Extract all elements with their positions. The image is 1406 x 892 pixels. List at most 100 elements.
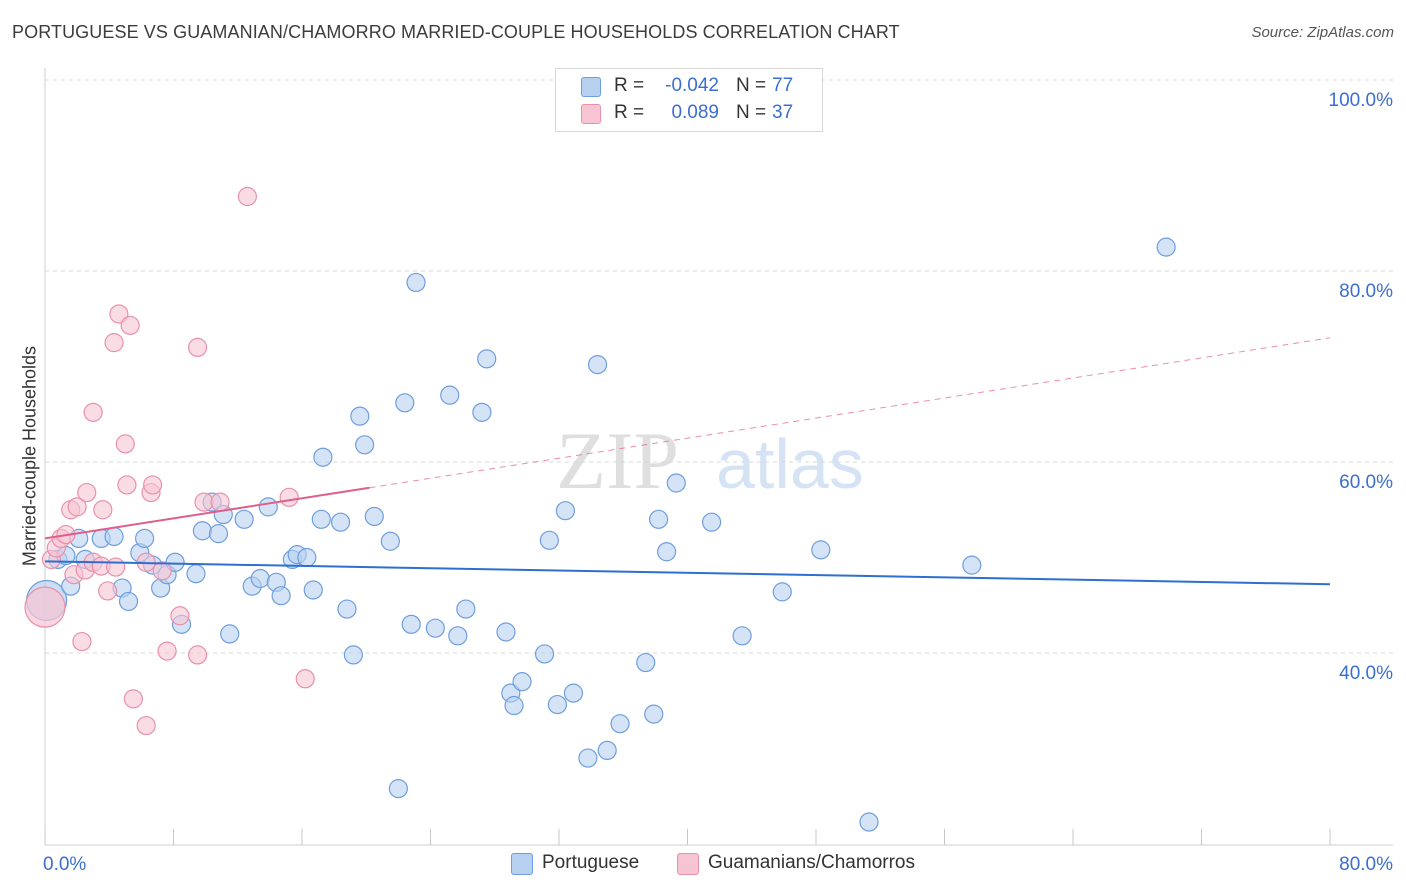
guamanian-point	[117, 475, 137, 495]
legend-r-label: R =	[614, 75, 645, 96]
portuguese-point	[448, 626, 468, 646]
portuguese-point	[271, 586, 291, 606]
guamanian-point	[143, 475, 163, 495]
portuguese-point	[104, 526, 124, 547]
guamanian-point	[83, 402, 103, 422]
portuguese-point	[401, 614, 421, 634]
guamanian-point	[72, 631, 92, 652]
portuguese-point	[496, 622, 516, 642]
portuguese-point	[355, 435, 375, 455]
portuguese-point	[597, 740, 617, 761]
portuguese-point	[192, 521, 213, 541]
trend-layer	[44, 337, 1331, 586]
portuguese-point	[303, 580, 323, 600]
bottom-legend-label-portuguese: Portuguese	[542, 852, 640, 873]
guamanian-point	[194, 492, 214, 512]
legend-r-value: -0.042	[665, 75, 719, 96]
guamanian-point	[123, 689, 143, 709]
legend-swatch-portuguese	[581, 77, 601, 97]
source-label: Source: ZipAtlas.com	[1251, 24, 1394, 41]
portuguese-point	[208, 524, 229, 544]
guamanian-point	[93, 500, 113, 520]
guamanian-point	[210, 492, 230, 512]
guamanian-point	[295, 669, 315, 689]
bottom-legend-swatch-portuguese	[511, 853, 533, 875]
portuguese-point	[297, 547, 317, 568]
guamanian-point	[98, 581, 118, 601]
guamanian-point	[136, 715, 156, 736]
guamanian-point	[187, 645, 208, 665]
portuguese-point	[456, 599, 476, 619]
legend-n-label: N =	[736, 102, 767, 123]
watermark: ZIP atlas	[556, 415, 864, 506]
portuguese-point	[547, 694, 567, 715]
guamanian-point	[120, 315, 140, 336]
portuguese-point	[477, 349, 497, 369]
portuguese-point	[504, 695, 524, 716]
x-tick-label: 80.0%	[1339, 854, 1393, 875]
portuguese-point	[732, 626, 752, 646]
portuguese-point	[555, 501, 576, 521]
portuguese-point	[250, 568, 270, 589]
portuguese-point	[258, 497, 278, 517]
portuguese-point	[534, 644, 555, 664]
portuguese-point	[440, 385, 460, 405]
portuguese-point	[587, 354, 608, 375]
guamanian-trend-line-dashed	[369, 337, 1331, 489]
legend-row-guamanians: R = 0.089 N = 37	[556, 101, 822, 127]
portuguese-trend-line	[44, 560, 1331, 586]
portuguese-point	[539, 530, 559, 550]
portuguese-point	[134, 528, 155, 549]
portuguese-point	[859, 812, 879, 832]
portuguese-point	[701, 512, 722, 532]
legend-n-value: 37	[772, 102, 794, 123]
guamanian-point	[67, 497, 87, 517]
portuguese-point	[644, 704, 664, 724]
guamanian-point	[170, 606, 190, 626]
watermark-atlas: atlas	[716, 425, 864, 503]
guamanian-point	[24, 586, 66, 628]
portuguese-point	[330, 512, 351, 532]
chart-title: PORTUGUESE VS GUAMANIAN/CHAMORRO MARRIED…	[12, 22, 900, 42]
guamanian-point	[104, 333, 124, 353]
axis-layer	[44, 68, 1393, 846]
legend-box: R = -0.042 N = 77 R = 0.089 N = 37	[555, 68, 823, 132]
portuguese-point	[406, 272, 426, 293]
portuguese-point	[343, 645, 363, 665]
y-tick-label: 100.0%	[1329, 90, 1394, 111]
watermark-zip: ZIP	[556, 415, 679, 506]
grid-layer	[45, 79, 1393, 654]
points-layer	[24, 186, 1176, 832]
guamanian-point	[152, 561, 172, 581]
portuguese-point	[648, 509, 669, 529]
portuguese-point	[395, 393, 415, 413]
legend-r-value: 0.089	[671, 102, 719, 123]
portuguese-point	[666, 473, 686, 493]
portuguese-point	[220, 624, 240, 644]
bottom-legend-swatch-guamanians	[677, 853, 699, 875]
portuguese-point	[657, 542, 677, 562]
portuguese-point	[350, 406, 370, 426]
portuguese-point	[380, 531, 400, 551]
legend-row-portuguese: R = -0.042 N = 77	[556, 74, 822, 100]
portuguese-point	[311, 509, 331, 529]
guamanian-point	[77, 482, 97, 503]
legend-r-label: R =	[614, 102, 645, 123]
portuguese-point	[811, 540, 831, 560]
y-tick-label: 80.0%	[1339, 281, 1393, 302]
portuguese-point	[234, 509, 254, 529]
bottom-legend-label-guamanians: Guamanians/Chamorros	[708, 852, 915, 873]
guamanian-point	[109, 304, 129, 324]
legend-n-value: 77	[772, 75, 794, 96]
portuguese-point	[1156, 237, 1176, 257]
portuguese-point	[337, 599, 357, 619]
x-tick-label: 0.0%	[43, 854, 86, 875]
portuguese-point	[472, 402, 492, 422]
guamanian-point	[279, 487, 299, 507]
portuguese-point	[388, 779, 408, 799]
legend-swatch-guamanians	[581, 104, 601, 124]
portuguese-point	[313, 447, 333, 467]
guamanian-point	[157, 641, 177, 661]
guamanian-trend-line-solid	[44, 486, 370, 540]
guamanian-point	[187, 337, 208, 357]
